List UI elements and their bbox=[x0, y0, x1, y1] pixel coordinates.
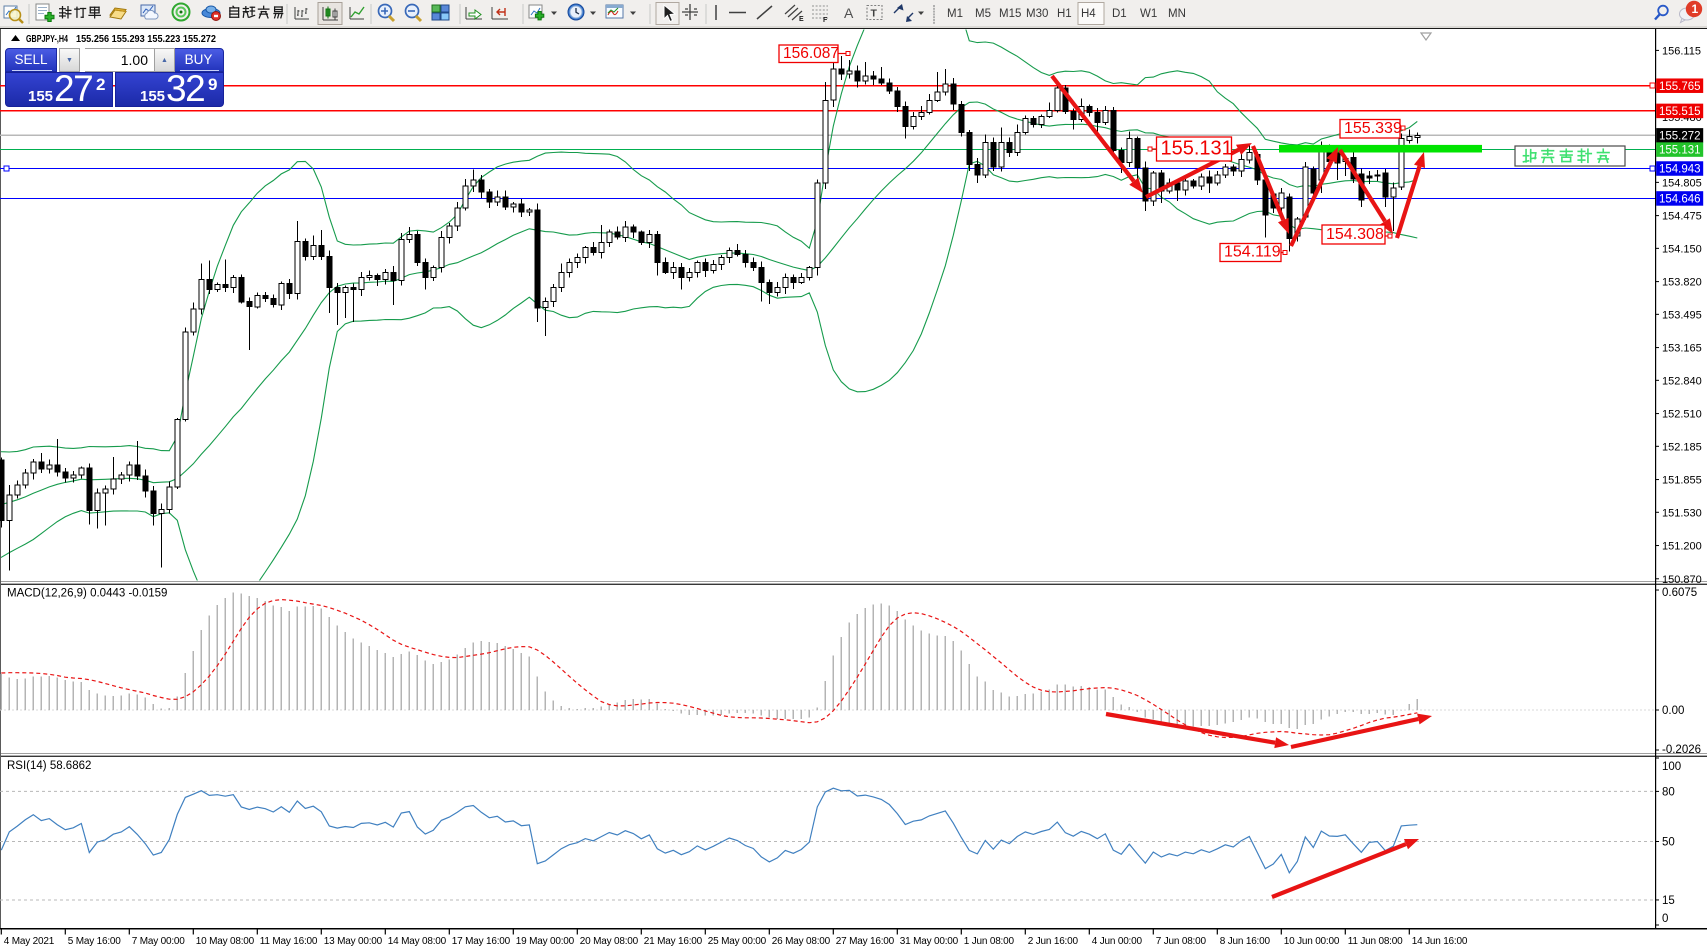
svg-text:152.840: 152.840 bbox=[1662, 375, 1702, 387]
svg-text:2 Jun 16:00: 2 Jun 16:00 bbox=[1028, 936, 1079, 947]
svg-text:0.6075: 0.6075 bbox=[1662, 587, 1697, 599]
svg-text:154.475: 154.475 bbox=[1662, 211, 1702, 223]
svg-text:19 May 00:00: 19 May 00:00 bbox=[516, 936, 575, 947]
svg-text:E: E bbox=[799, 16, 804, 23]
svg-text:152.510: 152.510 bbox=[1662, 409, 1702, 421]
svg-text:T: T bbox=[871, 8, 878, 20]
svg-text:151.200: 151.200 bbox=[1662, 541, 1702, 553]
svg-text:31 May 00:00: 31 May 00:00 bbox=[900, 936, 959, 947]
svg-text:11 Jun 08:00: 11 Jun 08:00 bbox=[1348, 936, 1403, 947]
svg-text:7 May 00:00: 7 May 00:00 bbox=[132, 936, 185, 947]
svg-text:8 Jun 16:00: 8 Jun 16:00 bbox=[1220, 936, 1271, 947]
svg-text:1: 1 bbox=[1692, 2, 1699, 16]
svg-text:155.131: 155.131 bbox=[1659, 145, 1701, 157]
svg-text:153.495: 153.495 bbox=[1662, 309, 1702, 321]
svg-text:80: 80 bbox=[1662, 786, 1675, 798]
svg-text:4 Jun 00:00: 4 Jun 00:00 bbox=[1092, 936, 1143, 947]
svg-text:155.272: 155.272 bbox=[1659, 131, 1701, 143]
svg-text:50: 50 bbox=[1662, 837, 1675, 849]
svg-text:154.805: 154.805 bbox=[1662, 177, 1702, 189]
svg-text:155.339: 155.339 bbox=[1344, 120, 1402, 137]
svg-text:7 Jun 08:00: 7 Jun 08:00 bbox=[1156, 936, 1207, 947]
svg-text:H4: H4 bbox=[1081, 8, 1096, 20]
svg-text:21 May 16:00: 21 May 16:00 bbox=[644, 936, 703, 947]
svg-text:153.820: 153.820 bbox=[1662, 277, 1702, 289]
svg-text:4 May 2021: 4 May 2021 bbox=[4, 936, 55, 947]
svg-text:154.119: 154.119 bbox=[1224, 244, 1281, 261]
svg-text:0: 0 bbox=[1662, 913, 1668, 925]
svg-text:5 May 16:00: 5 May 16:00 bbox=[68, 936, 121, 947]
svg-text:GBPJPY-,H4: GBPJPY-,H4 bbox=[26, 33, 68, 45]
svg-text:MACD(12,26,9) 0.0443 -0.0159: MACD(12,26,9) 0.0443 -0.0159 bbox=[7, 588, 167, 600]
svg-text:153.165: 153.165 bbox=[1662, 343, 1702, 355]
svg-text:M30: M30 bbox=[1026, 8, 1048, 20]
svg-text:-0.2026: -0.2026 bbox=[1662, 744, 1701, 756]
svg-text:13 May 00:00: 13 May 00:00 bbox=[324, 936, 383, 947]
svg-text:17 May 16:00: 17 May 16:00 bbox=[452, 936, 511, 947]
svg-text:156.115: 156.115 bbox=[1662, 45, 1701, 57]
svg-text:14 May 08:00: 14 May 08:00 bbox=[388, 936, 447, 947]
svg-text:154.308: 154.308 bbox=[1326, 226, 1384, 243]
svg-text:A: A bbox=[844, 5, 854, 21]
svg-text:10 May 08:00: 10 May 08:00 bbox=[196, 936, 255, 947]
svg-text:W1: W1 bbox=[1140, 8, 1157, 20]
svg-text:20 May 08:00: 20 May 08:00 bbox=[580, 936, 639, 947]
svg-text:10 Jun 00:00: 10 Jun 00:00 bbox=[1284, 936, 1340, 947]
svg-text:154.646: 154.646 bbox=[1659, 194, 1701, 206]
svg-text:M1: M1 bbox=[947, 8, 963, 20]
svg-text:MN: MN bbox=[1168, 8, 1186, 20]
svg-text:1 Jun 08:00: 1 Jun 08:00 bbox=[964, 936, 1015, 947]
svg-text:151.530: 151.530 bbox=[1662, 507, 1702, 519]
svg-text:155.256 155.293 155.223 155.27: 155.256 155.293 155.223 155.272 bbox=[76, 33, 216, 45]
svg-text:11 May 16:00: 11 May 16:00 bbox=[260, 936, 318, 947]
svg-text:151.855: 151.855 bbox=[1662, 475, 1702, 487]
svg-text:0.00: 0.00 bbox=[1662, 705, 1684, 717]
svg-text:F: F bbox=[823, 17, 828, 24]
svg-text:154.943: 154.943 bbox=[1659, 164, 1701, 176]
svg-text:155.515: 155.515 bbox=[1659, 106, 1701, 118]
svg-text:152.185: 152.185 bbox=[1662, 441, 1702, 453]
svg-text:156.087: 156.087 bbox=[783, 45, 839, 62]
svg-text:M5: M5 bbox=[975, 8, 991, 20]
svg-text:26 May 08:00: 26 May 08:00 bbox=[772, 936, 831, 947]
svg-text:M15: M15 bbox=[999, 8, 1021, 20]
svg-text:27 May 16:00: 27 May 16:00 bbox=[836, 936, 895, 947]
svg-text:D1: D1 bbox=[1112, 8, 1127, 20]
svg-text:RSI(14) 58.6862: RSI(14) 58.6862 bbox=[7, 760, 91, 772]
svg-text:15: 15 bbox=[1662, 895, 1675, 907]
svg-text:154.150: 154.150 bbox=[1662, 243, 1702, 255]
svg-text:100: 100 bbox=[1662, 761, 1681, 773]
svg-text:150.870: 150.870 bbox=[1662, 574, 1702, 586]
svg-text:H1: H1 bbox=[1057, 8, 1072, 20]
svg-text:155.131: 155.131 bbox=[1161, 138, 1233, 160]
svg-text:155.765: 155.765 bbox=[1659, 81, 1701, 93]
svg-text:25 May 00:00: 25 May 00:00 bbox=[708, 936, 767, 947]
svg-text:14 Jun 16:00: 14 Jun 16:00 bbox=[1412, 936, 1468, 947]
